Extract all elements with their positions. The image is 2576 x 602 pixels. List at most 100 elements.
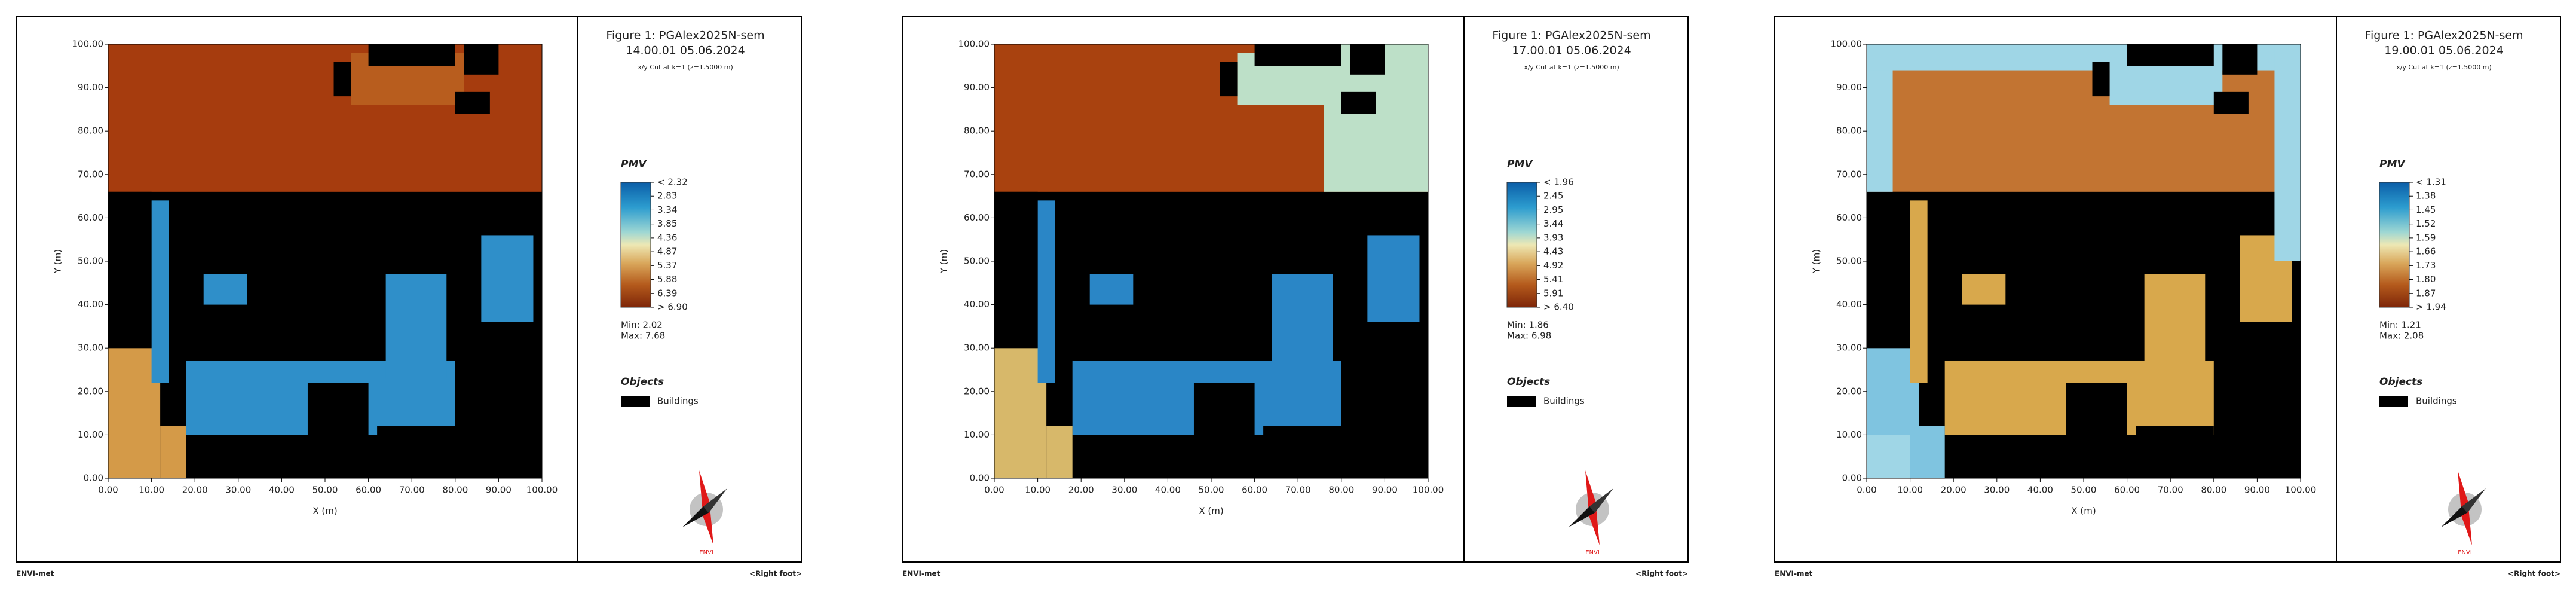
legend-label: 2.83 [657, 191, 677, 201]
legend-label: 5.41 [1543, 274, 1563, 285]
legend-label: 6.39 [657, 288, 677, 298]
north-arrow: ENVI [2441, 470, 2486, 556]
legend-label: 1.87 [2416, 288, 2436, 298]
building [2136, 426, 2214, 478]
building [2127, 44, 2214, 66]
y-tick-label: 10.00 [964, 429, 990, 440]
objects-label: Buildings [657, 396, 699, 407]
legend-label: 1.66 [2416, 246, 2436, 257]
x-tick-label: 100.00 [1413, 485, 1444, 496]
compass-north [1585, 470, 1597, 512]
x-axis-title: X (m) [313, 506, 337, 517]
legend-title: PMV [2379, 158, 2406, 170]
y-axis-title: Y (m) [1811, 249, 1822, 274]
map-region [1962, 274, 2006, 305]
building [1263, 426, 1341, 478]
building [1254, 44, 1341, 66]
y-tick-label: 90.00 [964, 82, 990, 93]
y-tick-label: 30.00 [964, 343, 990, 353]
map-region [1367, 235, 1420, 326]
building [1341, 322, 1428, 478]
x-tick-label: 10.00 [1897, 485, 1923, 496]
y-tick-label: 60.00 [1836, 212, 1862, 223]
map-region [108, 348, 161, 478]
map-region [1272, 274, 1333, 379]
legend-label: 5.88 [657, 274, 677, 285]
x-tick-label: 60.00 [2114, 485, 2140, 496]
x-tick-label: 20.00 [182, 485, 208, 496]
map-region [203, 274, 247, 305]
legend-label: 1.80 [2416, 274, 2436, 285]
compass-west [1569, 506, 1595, 527]
y-tick-label: 50.00 [78, 256, 103, 267]
footer-left: ENVI-met [902, 570, 941, 578]
x-tick-label: 50.00 [2071, 485, 2097, 496]
map-region [1046, 426, 1073, 478]
x-tick-label: 100.00 [526, 485, 558, 496]
building [108, 191, 152, 349]
map-region [385, 274, 447, 379]
legend-label: 1.38 [2416, 191, 2436, 201]
objects-title: Objects [2379, 376, 2422, 388]
x-tick-label: 20.00 [1941, 485, 1967, 496]
legend-label: 3.85 [657, 218, 677, 229]
y-tick-label: 100.00 [1831, 39, 1863, 50]
legend-label: 4.36 [657, 232, 677, 243]
map-region [1037, 200, 1055, 383]
figure-cut: x/y Cut at k=1 (z=1.5000 m) [638, 63, 733, 71]
building [994, 191, 1038, 349]
figure-cut: x/y Cut at k=1 (z=1.5000 m) [1524, 63, 1619, 71]
building [1220, 62, 1238, 97]
x-tick-label: 30.00 [1984, 485, 2010, 496]
north-arrow: ENVI [682, 470, 727, 556]
compass-west [2441, 506, 2468, 527]
figure-panel: 0.00 10.00 20.00 30.00 40.00 50.00 60.00 70.00 8… [1774, 16, 2561, 578]
x-tick-label: 20.00 [1068, 485, 1094, 496]
y-tick-label: 90.00 [78, 82, 103, 93]
compass-east [2462, 488, 2486, 513]
figure-time: 14.00.01 05.06.2024 [626, 44, 745, 57]
legend-label: 3.44 [1543, 218, 1563, 229]
map-region [160, 426, 186, 478]
figure-panel: 0.00 10.00 20.00 30.00 40.00 50.00 60.00 70.00 8… [16, 16, 802, 578]
legend-label: 3.34 [657, 204, 677, 215]
building [1341, 91, 1376, 114]
building [455, 91, 490, 114]
compass-east [703, 488, 727, 513]
figure-title: Figure 1: PGAlex2025N-sem [606, 29, 764, 42]
objects-label: Buildings [1543, 396, 1585, 407]
figure-time: 19.00.01 05.06.2024 [2384, 44, 2503, 57]
legend-label: > 6.90 [657, 302, 688, 313]
building [455, 322, 542, 478]
map-region [1919, 426, 1945, 478]
y-tick-label: 10.00 [1836, 429, 1862, 440]
y-tick-label: 50.00 [1836, 256, 1862, 267]
legend-max: Max: 2.08 [2379, 331, 2424, 341]
north-arrow: ENVI [1569, 470, 1613, 556]
y-tick-label: 100.00 [958, 39, 990, 50]
compass-label: ENVI [2458, 549, 2472, 556]
color-bar [1506, 182, 1537, 308]
x-tick-label: 80.00 [1328, 485, 1354, 496]
y-tick-label: 10.00 [78, 429, 103, 440]
y-tick-label: 20.00 [964, 386, 990, 396]
panel-frame [902, 16, 1689, 563]
x-tick-label: 90.00 [2244, 485, 2270, 496]
y-tick-label: 60.00 [78, 212, 103, 223]
legend-max: Max: 6.98 [1507, 331, 1551, 341]
legend-min: Min: 1.21 [2379, 320, 2421, 331]
building [464, 44, 499, 75]
figure-cut: x/y Cut at k=1 (z=1.5000 m) [2396, 63, 2492, 71]
y-tick-label: 50.00 [964, 256, 990, 267]
legend-label: 1.73 [2416, 260, 2436, 271]
y-tick-label: 80.00 [964, 126, 990, 136]
map-region [2144, 274, 2206, 379]
building [368, 44, 455, 66]
x-tick-label: 100.00 [2285, 485, 2317, 496]
footer-right: <Right foot> [1635, 570, 1688, 578]
footer-left: ENVI-met [1775, 570, 1813, 578]
x-tick-label: 0.00 [1857, 485, 1876, 496]
building [333, 62, 351, 97]
map-region [1867, 435, 1910, 478]
legend-label: 1.45 [2416, 204, 2436, 215]
